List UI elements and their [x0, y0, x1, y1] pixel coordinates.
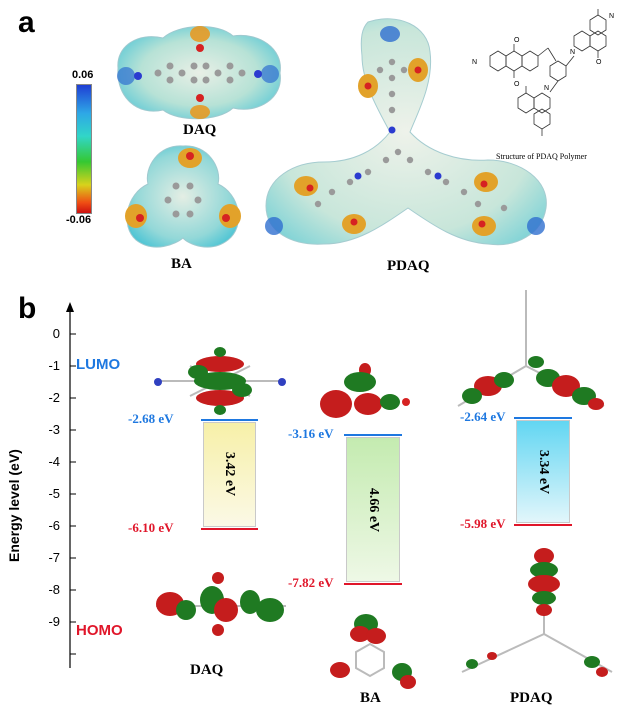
pdaq-homo-value: -5.98 eV — [460, 516, 506, 532]
ba-homo-value: -7.82 eV — [288, 575, 334, 591]
panel-b-letter: b — [18, 292, 37, 325]
pdaq-structure-inset: O O O N N N N — [472, 9, 614, 136]
daq-label-b: DAQ — [190, 662, 224, 678]
ytick-3: -3 — [48, 422, 60, 437]
daq-homo-level-line — [201, 528, 258, 531]
inset-caption: Structure of PDAQ Polymer — [496, 152, 587, 161]
daq-lumo-value: -2.68 eV — [128, 410, 174, 426]
pdaq-lumo-value: -2.64 eV — [460, 409, 506, 425]
ba-label-b: BA — [360, 690, 381, 706]
svg-text:N: N — [544, 85, 549, 92]
daq-gap-value: 3.42 eV — [222, 452, 238, 497]
ytick-5: -5 — [48, 486, 60, 501]
pdaq-lumo-level-line — [514, 417, 572, 420]
homo-label: HOMO — [76, 622, 123, 639]
ba-gap-box: 4.66 eV — [346, 437, 400, 583]
pdaq-homo-level-line — [514, 524, 572, 527]
ba-lumo-orbital — [320, 363, 410, 418]
ba-homo-orbital — [330, 614, 416, 689]
ba-homo-level-line — [344, 583, 402, 586]
daq-homo-orbital — [156, 572, 286, 636]
ytick-6: -6 — [48, 518, 60, 533]
legend-max: 0.06 — [72, 69, 94, 81]
ytick-8: -8 — [48, 582, 60, 597]
ytick-7: -7 — [48, 550, 60, 565]
ba-lumo-value: -3.16 eV — [288, 426, 334, 442]
daq-esp-surface — [117, 26, 281, 120]
pdaq-esp-surface — [265, 18, 547, 246]
daq-lumo-orbital — [154, 347, 286, 415]
svg-text:N: N — [609, 13, 614, 20]
pdaq-gap-value: 3.34 eV — [535, 449, 551, 495]
daq-label-a: DAQ — [183, 122, 217, 138]
svg-text:O: O — [596, 59, 602, 66]
ba-label-a: BA — [171, 256, 192, 272]
ba-lumo-level-line — [344, 434, 402, 437]
svg-text:N: N — [570, 49, 575, 56]
ytick-2: -2 — [48, 390, 60, 405]
pdaq-label-a: PDAQ — [387, 258, 430, 274]
ytick-0: 0 — [52, 326, 60, 341]
ytick-1: -1 — [48, 358, 60, 373]
ba-esp-surface — [125, 145, 241, 248]
esp-color-bar — [76, 84, 92, 214]
panel-a-letter: a — [18, 6, 35, 39]
svg-text:O: O — [514, 37, 520, 44]
lumo-label: LUMO — [76, 356, 121, 373]
ytick-9: -9 — [48, 614, 60, 629]
pdaq-label-b: PDAQ — [510, 690, 553, 706]
pdaq-lumo-orbital — [457, 290, 605, 410]
svg-text:N: N — [472, 59, 477, 66]
svg-text:O: O — [514, 81, 520, 88]
daq-gap-box: 3.42 eV — [203, 421, 256, 528]
daq-lumo-level-line — [201, 418, 258, 421]
daq-homo-value: -6.10 eV — [128, 520, 174, 536]
ytick-4: -4 — [48, 454, 60, 469]
pdaq-gap-box: 3.34 eV — [516, 420, 570, 524]
ba-gap-value: 4.66 eV — [365, 487, 381, 532]
legend-min: -0.06 — [66, 214, 92, 226]
pdaq-homo-orbital — [461, 548, 613, 677]
